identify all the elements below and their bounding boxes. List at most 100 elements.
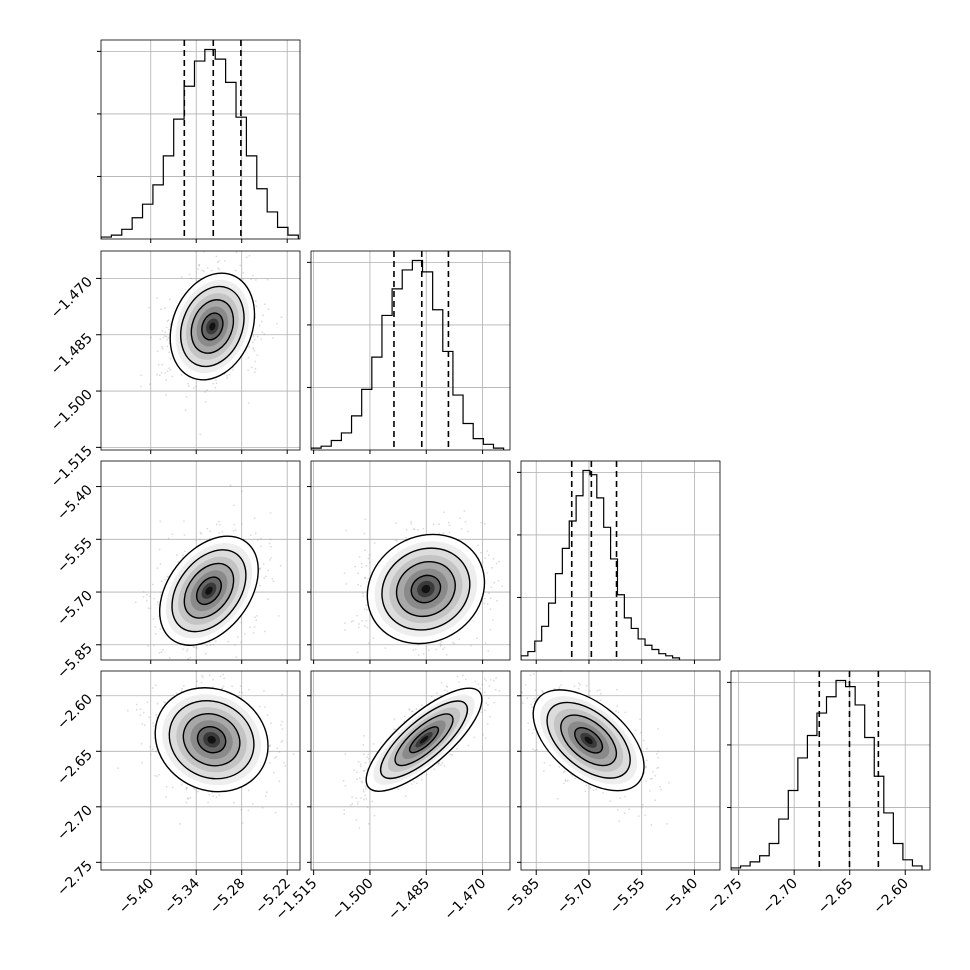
scatter-point	[263, 630, 266, 633]
scatter-point	[356, 778, 358, 781]
scatter-point	[481, 561, 484, 563]
scatter-point	[227, 640, 230, 643]
scatter-point	[646, 747, 648, 750]
scatter-point	[269, 545, 272, 548]
scatter-point	[645, 765, 647, 768]
scatter-point	[269, 744, 271, 746]
scatter-point	[351, 802, 354, 805]
contour-0-1	[190, 299, 235, 354]
scatter-point	[456, 747, 458, 750]
scatter-point	[210, 269, 213, 272]
scatter-point	[257, 539, 259, 541]
pair-frame-2	[310, 460, 511, 661]
scatter-point	[600, 692, 602, 695]
pair-frame-1	[100, 460, 301, 661]
scatter-point	[239, 685, 242, 687]
scatter-point	[396, 540, 398, 542]
scatter-point	[645, 759, 648, 762]
scatter-point	[490, 586, 493, 589]
scatter-point	[148, 306, 151, 309]
scatter-point	[357, 583, 359, 586]
scatter-point	[458, 638, 461, 640]
scatter-point	[493, 701, 496, 704]
scatter-point	[157, 603, 160, 606]
scatter-point	[595, 788, 598, 791]
scatter-point	[168, 367, 171, 369]
scatter-point	[410, 783, 413, 785]
scatter-point	[489, 597, 492, 599]
scatter-point	[447, 521, 450, 524]
scatter-point	[373, 814, 376, 817]
scatter-point	[623, 812, 626, 814]
scatter-point	[345, 529, 348, 532]
scatter-point	[483, 597, 486, 600]
scatter-point	[363, 608, 366, 610]
contour-2-1	[395, 561, 456, 618]
scatter-point	[183, 520, 185, 522]
contour-5-2	[546, 701, 631, 779]
scatter-point	[259, 545, 262, 548]
scatter-point	[484, 642, 487, 644]
scatter-point	[165, 796, 167, 798]
scatter-point	[364, 576, 366, 579]
scatter-point	[640, 806, 643, 809]
scatter-point	[155, 641, 157, 643]
scatter-point	[252, 632, 255, 634]
scatter-point	[198, 264, 201, 267]
scatter-point	[152, 618, 155, 620]
scatter-point	[463, 510, 466, 512]
scatter-point	[356, 614, 359, 617]
scatter-point	[573, 685, 576, 687]
scatter-point	[489, 628, 492, 631]
scatter-point	[404, 715, 406, 718]
scatter-point	[154, 633, 157, 635]
scatter-point	[240, 665, 242, 667]
scatter-point	[241, 691, 243, 694]
scatter-point	[254, 368, 257, 370]
scatter-point	[158, 548, 161, 551]
scatter-point	[242, 278, 245, 280]
scatter-point	[147, 607, 150, 610]
scatter-point	[412, 649, 415, 652]
scatter-point	[156, 373, 159, 376]
scatter-point	[368, 822, 370, 825]
scatter-point	[189, 656, 192, 659]
scatter-point	[158, 374, 161, 377]
scatter-point	[356, 771, 358, 774]
scatter-point	[486, 550, 489, 552]
scatter-point	[361, 781, 364, 784]
scatter-point	[357, 626, 360, 629]
scatter-point	[420, 704, 423, 707]
scatter-point	[505, 684, 507, 686]
scatter-point	[483, 678, 486, 680]
scatter-point	[175, 554, 178, 556]
scatter-point	[187, 658, 190, 660]
xtick-label-1-2: −1.485	[385, 876, 433, 924]
scatter-point	[536, 748, 538, 751]
scatter-point	[165, 394, 168, 396]
scatter-point	[616, 705, 619, 708]
scatter-point	[279, 564, 282, 567]
xtick-label-3-0: −2.75	[704, 876, 746, 918]
scatter-point	[533, 697, 536, 700]
panel-layer	[96, 39, 931, 875]
scatter-point	[250, 366, 253, 369]
pair-panel-1-2	[310, 460, 511, 661]
scatter-point	[609, 800, 612, 802]
scatter-point	[393, 728, 395, 731]
scatter-point	[362, 788, 365, 791]
scatter-point	[531, 732, 534, 735]
xtick-label-2-0: −5.85	[501, 876, 543, 918]
scatter-point	[252, 348, 255, 350]
scatter-point	[357, 572, 359, 575]
pair-inner-5	[505, 671, 720, 870]
scatter-point	[187, 382, 190, 385]
scatter-point	[360, 780, 363, 783]
scatter-point	[266, 714, 269, 716]
scatter-point	[215, 379, 217, 381]
scatter-point	[524, 684, 527, 686]
scatter-point	[364, 794, 367, 797]
scatter-point	[364, 518, 367, 521]
scatter-point	[277, 615, 280, 617]
scatter-point	[188, 273, 191, 276]
